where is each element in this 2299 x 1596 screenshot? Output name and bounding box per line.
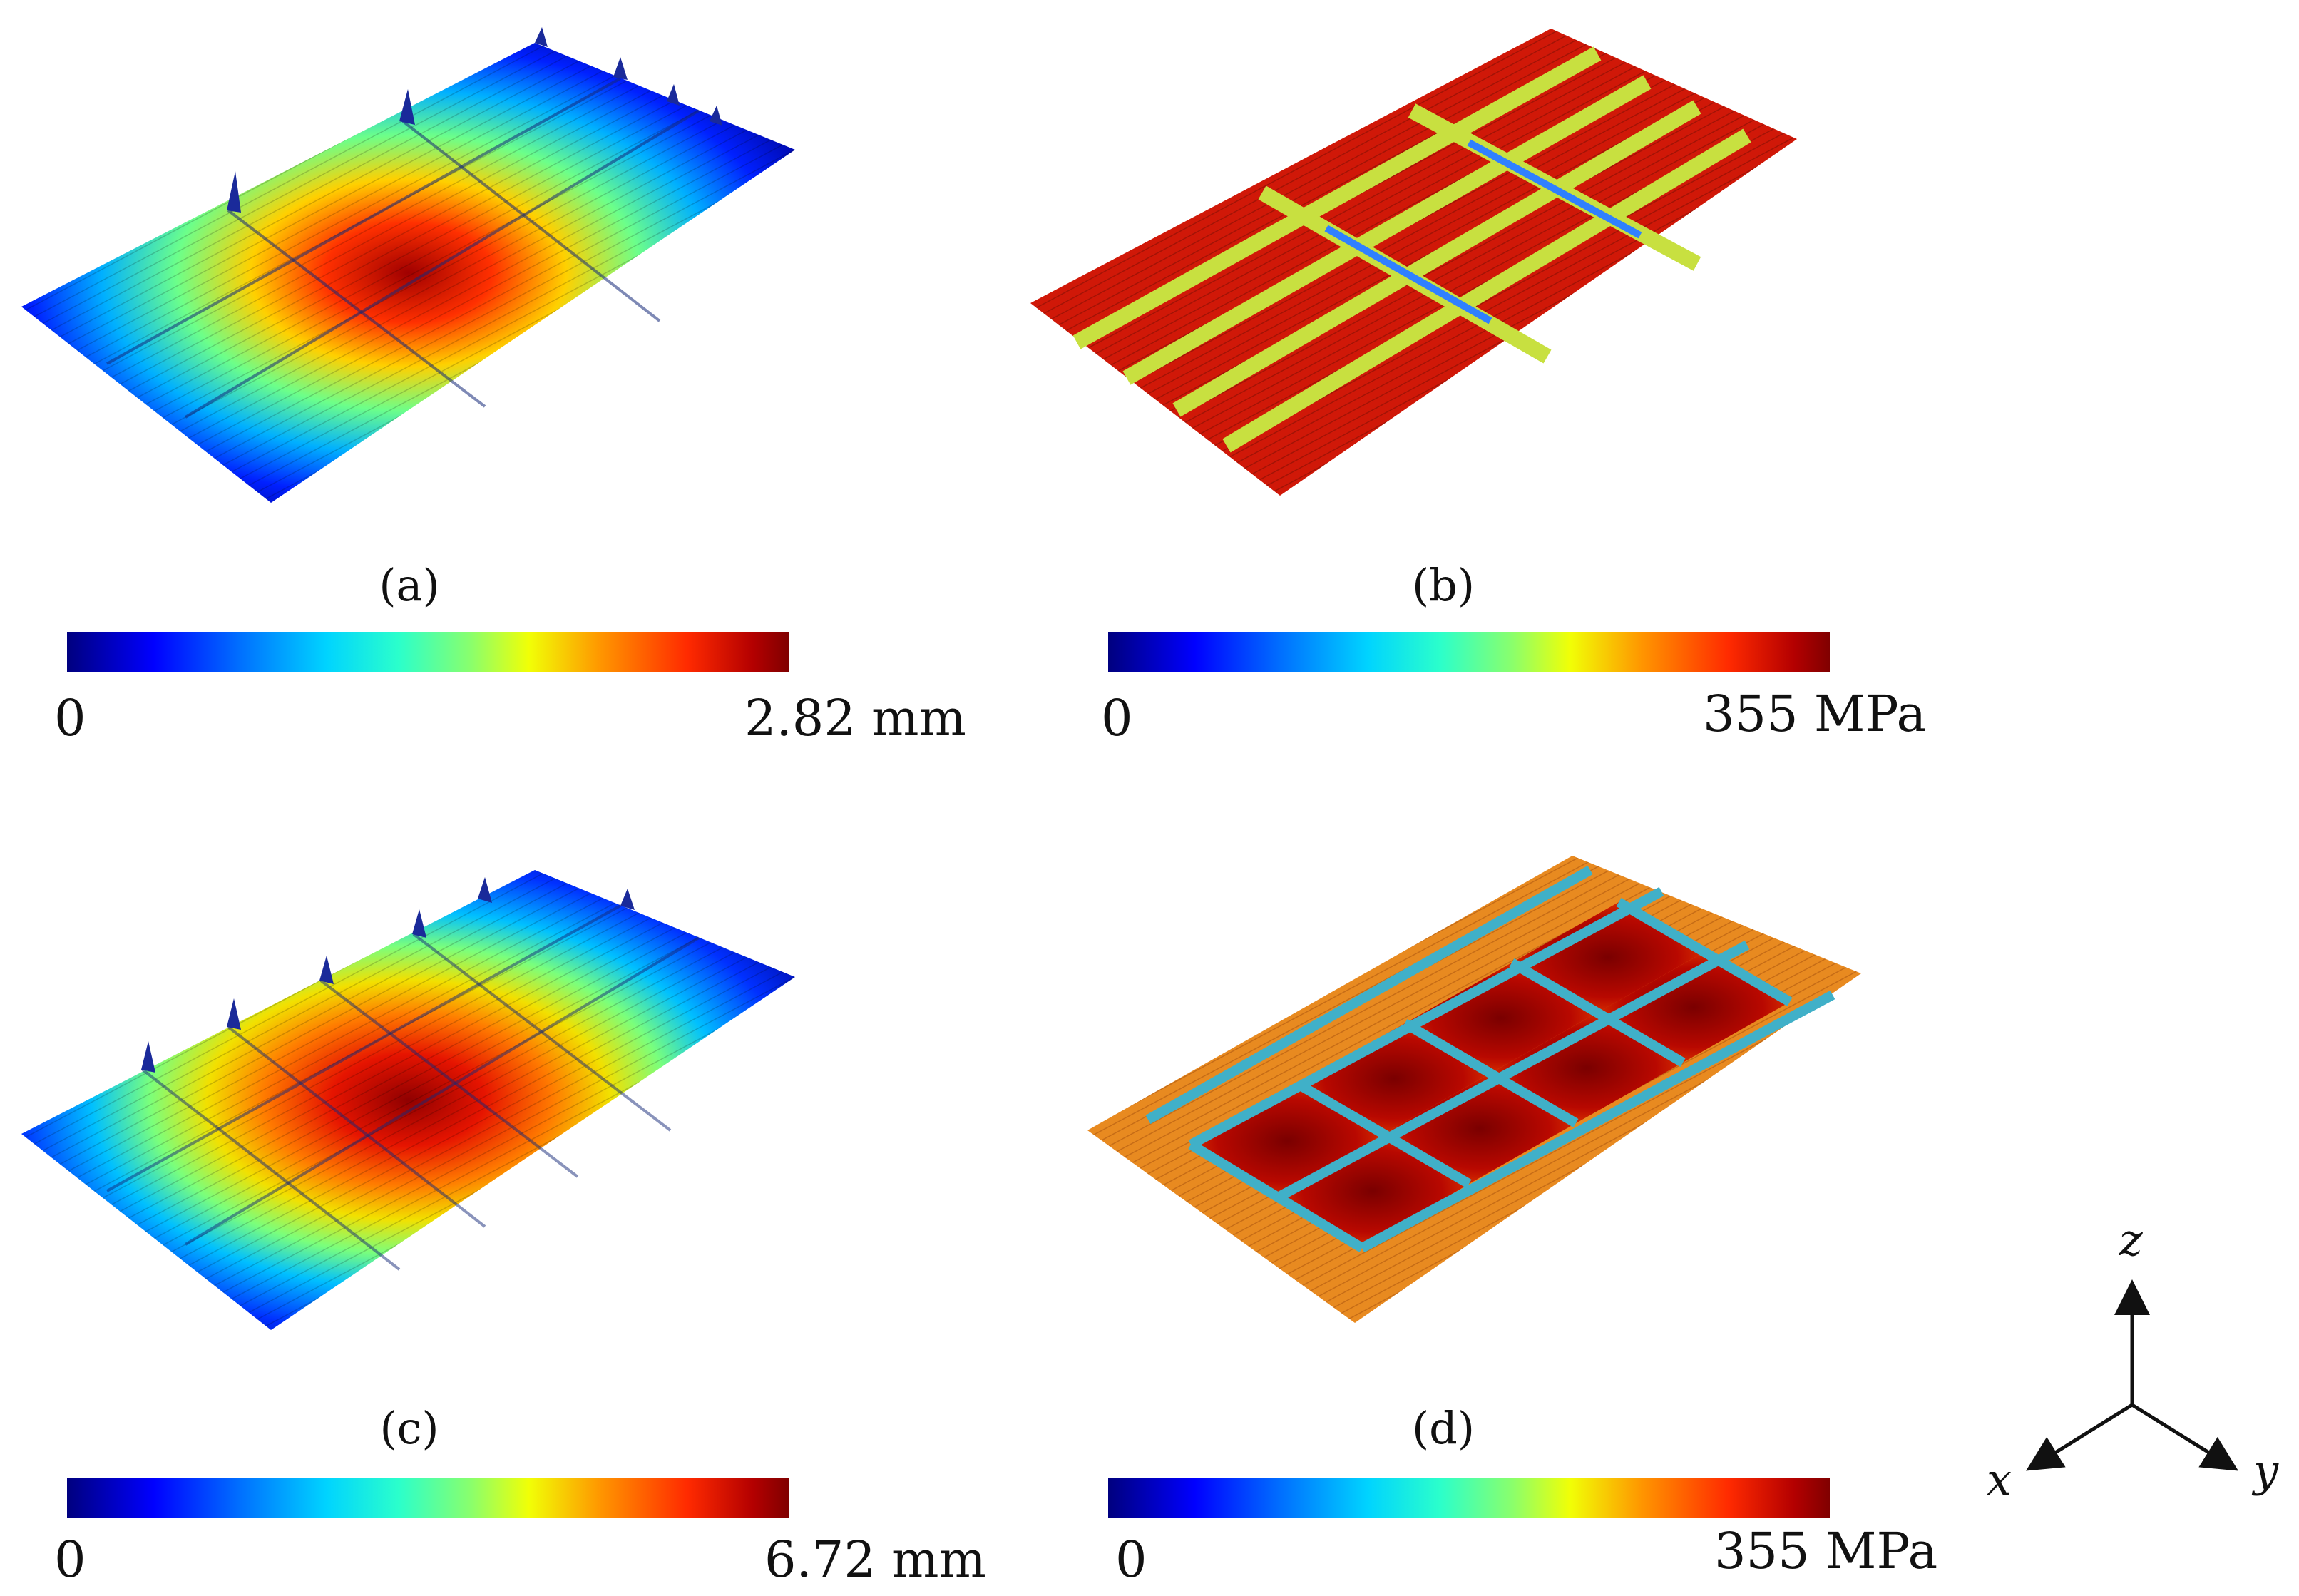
colorbar-c-max: 6.72 mm	[764, 1530, 986, 1589]
axis-triad	[1968, 1269, 2296, 1529]
panel-c-plot	[14, 849, 813, 1341]
colorbar-d	[1108, 1478, 1830, 1518]
colorbar-a	[67, 632, 789, 672]
panel-d-plot	[1084, 849, 1868, 1334]
colorbar-d-max: 355 MPa	[1714, 1522, 1938, 1580]
colorbar-b	[1108, 632, 1830, 672]
colorbar-b-min: 0	[1101, 689, 1133, 747]
x-axis-arrow	[2026, 1403, 2134, 1471]
caption-d: (d)	[1411, 1402, 1475, 1454]
caption-b: (b)	[1411, 559, 1475, 611]
colorbar-b-max: 355 MPa	[1703, 685, 1927, 743]
panel-b-plot	[1027, 21, 1811, 506]
caption-a: (a)	[379, 559, 440, 611]
colorbar-c	[67, 1478, 789, 1518]
y-axis-arrow	[2131, 1403, 2238, 1471]
panel-a-plot	[14, 21, 813, 513]
x-axis-label: x	[1987, 1453, 2012, 1505]
caption-c: (c)	[379, 1402, 439, 1454]
colorbar-a-min: 0	[54, 689, 86, 747]
y-axis-label: y	[2253, 1445, 2279, 1497]
colorbar-a-max: 2.82 mm	[744, 689, 966, 747]
z-axis-label: z	[2119, 1214, 2143, 1266]
colorbar-c-min: 0	[54, 1530, 86, 1589]
stiffeners-d	[1145, 865, 1835, 1253]
colorbar-d-min: 0	[1115, 1530, 1147, 1589]
